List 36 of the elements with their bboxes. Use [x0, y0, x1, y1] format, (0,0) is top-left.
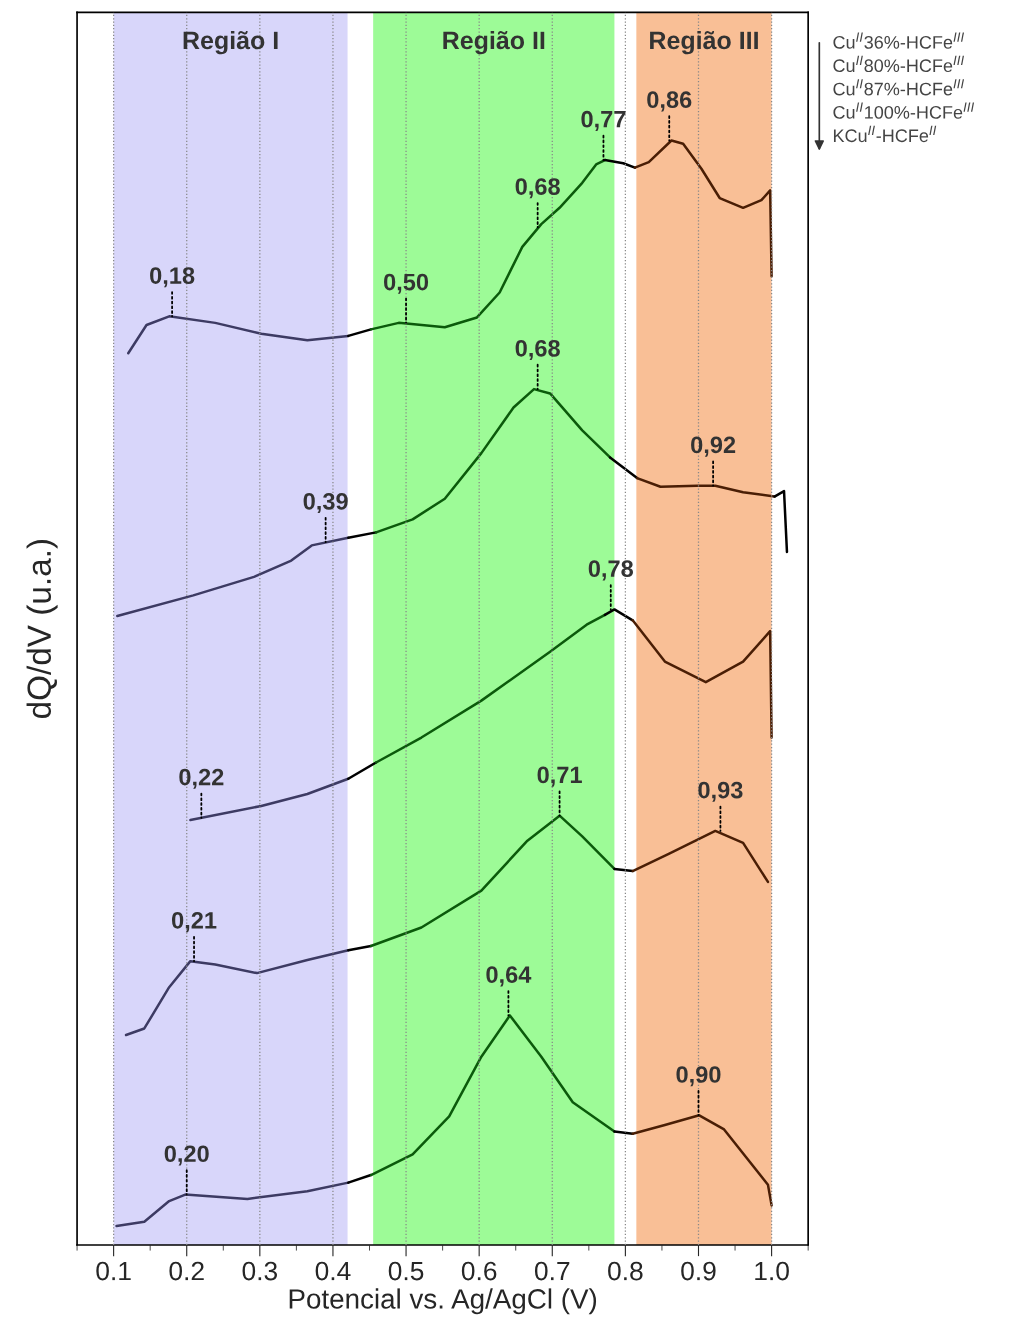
band-label: Região I [183, 30, 278, 55]
annotation: 0,78 [588, 560, 634, 581]
x-axis-title: Potencial vs. Ag/AgCl (V) [289, 1288, 597, 1315]
annotation: 0,68 [515, 178, 560, 199]
annotation: 0,50 [384, 273, 429, 294]
annotation: 0,93 [698, 781, 743, 802]
annotation: 0,21 [172, 911, 217, 933]
x-tick-label: 0.3 [242, 1261, 278, 1281]
x-tick-label: 0.8 [608, 1261, 643, 1281]
x-tick-label: 0.7 [534, 1261, 570, 1281]
band-label: Região III [650, 30, 758, 55]
annotation: 0,39 [303, 492, 348, 514]
annotation: 0,68 [515, 339, 560, 361]
x-tick-label: 0.1 [96, 1261, 131, 1281]
text: KCu$^{II}$-HCFe$^{II}$ [833, 125, 937, 143]
x-tick-label: 0.4 [315, 1261, 351, 1281]
annotation: 0,90 [676, 1066, 721, 1087]
band-label: Região II [443, 30, 545, 55]
annotation: 0,20 [164, 1145, 209, 1166]
annotation: 0,71 [537, 766, 582, 787]
annotation: 0,92 [691, 436, 736, 457]
x-tick-label: 0.2 [169, 1261, 204, 1281]
annotation: 0,86 [647, 91, 692, 112]
x-tick-label: 0.9 [681, 1261, 716, 1281]
x-tick-label: 1.0 [755, 1261, 789, 1281]
y-axis-title: dQ/dV (u.a.) [26, 540, 58, 719]
text: Cu$^{II}$100%-HCFe$^{III}$ [833, 102, 975, 119]
annotation: 0,22 [179, 768, 224, 789]
annotation: 0,18 [150, 267, 195, 288]
annotation: 0,64 [486, 966, 532, 987]
text: Cu$^{II}$36%-HCFe$^{III}$ [833, 32, 965, 49]
text: Cu$^{II}$80%-HCFe$^{III}$ [833, 55, 965, 73]
x-tick-label: 0.6 [461, 1261, 497, 1281]
x-tick-label: 0.5 [388, 1261, 424, 1281]
text: Cu$^{II}$87%-HCFe$^{III}$ [833, 79, 965, 96]
annotation: 0,77 [581, 110, 626, 132]
